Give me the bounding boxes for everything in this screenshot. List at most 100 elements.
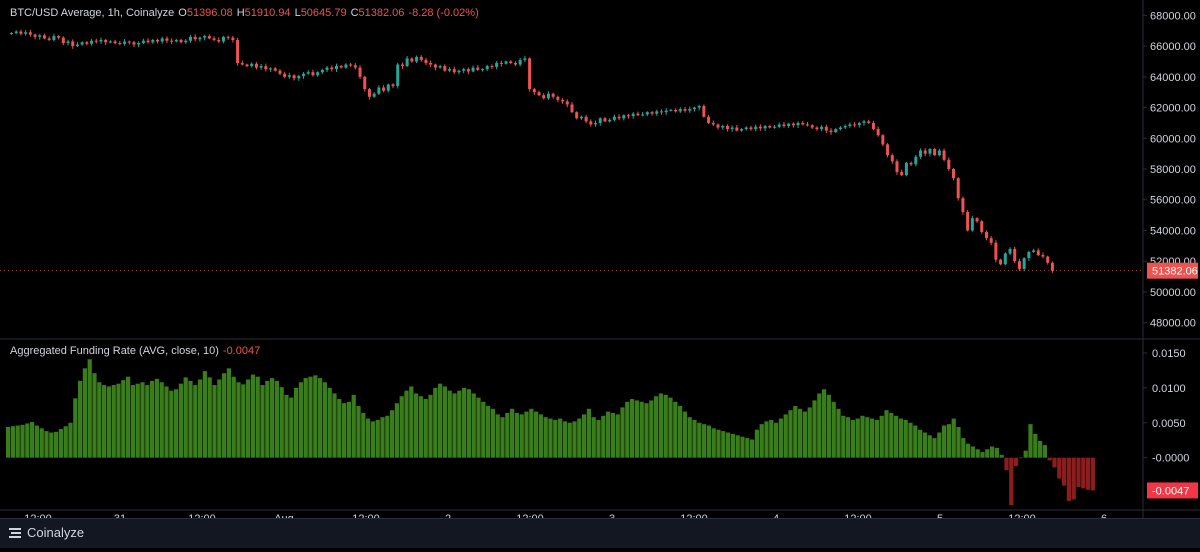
- candle-body: [980, 221, 984, 232]
- funding-bar: [874, 419, 879, 458]
- candle-body: [1017, 261, 1021, 269]
- funding-bar: [615, 414, 620, 458]
- funding-bar: [644, 403, 649, 458]
- candle-body: [38, 35, 42, 37]
- candle-body: [523, 58, 527, 60]
- coinalyze-logo-icon: [9, 527, 21, 538]
- candle-body: [933, 149, 937, 156]
- funding-bar: [927, 435, 932, 458]
- legend-close: 51382.06: [358, 7, 405, 19]
- price-tick-label: 50000.00: [1150, 287, 1196, 299]
- candle-body: [843, 125, 847, 128]
- funding-bar: [356, 406, 361, 458]
- brand[interactable]: Coinalyze: [8, 525, 84, 540]
- candle-body: [909, 162, 913, 165]
- candle-body: [1032, 250, 1036, 252]
- funding-bar: [649, 400, 654, 458]
- candle-body: [999, 259, 1003, 265]
- candle-body: [561, 99, 565, 102]
- funding-bar: [735, 435, 740, 458]
- funding-bar: [265, 380, 270, 458]
- price-tick-label: 62000.00: [1150, 103, 1196, 115]
- funding-bar: [802, 411, 807, 458]
- legend-low: 50645.79: [300, 7, 347, 19]
- candle-body: [881, 135, 885, 145]
- candle-body: [622, 115, 626, 119]
- candle-body: [834, 129, 838, 133]
- candle-body: [871, 122, 875, 130]
- candle-body: [476, 67, 480, 70]
- funding-bar: [894, 415, 899, 458]
- candle-body: [570, 104, 574, 113]
- candle-body: [52, 36, 56, 40]
- candle-body: [1046, 256, 1050, 263]
- funding-bar: [846, 417, 851, 458]
- funding-bar: [918, 429, 923, 458]
- funding-bar: [322, 382, 327, 458]
- candle-body: [683, 109, 687, 111]
- funding-bar: [510, 408, 515, 458]
- funding-bar: [889, 412, 894, 458]
- candle-body: [895, 161, 899, 173]
- candle-body: [923, 150, 927, 154]
- candle-body: [179, 39, 183, 43]
- funding-bar: [1004, 457, 1009, 471]
- candle-body: [504, 61, 508, 64]
- candle-body: [820, 126, 824, 130]
- funding-bar: [414, 393, 419, 458]
- funding-bar: [217, 379, 222, 458]
- funding-bar: [937, 432, 942, 458]
- funding-bar: [759, 424, 764, 458]
- candle-body: [984, 231, 988, 239]
- funding-bar: [711, 428, 716, 458]
- funding-bar: [462, 387, 467, 458]
- candle-body: [264, 66, 268, 70]
- candle-body: [688, 109, 692, 111]
- funding-last-label: -0.0047: [1152, 485, 1189, 497]
- funding-bar: [418, 396, 423, 458]
- candle-body: [226, 36, 230, 38]
- candle-body: [509, 61, 513, 63]
- candle-body: [1022, 258, 1026, 269]
- funding-value: -0.0047: [222, 345, 261, 357]
- candle-body: [57, 36, 61, 38]
- candle-body: [678, 109, 682, 112]
- funding-bar: [961, 438, 966, 458]
- funding-last-badge: [1147, 482, 1198, 499]
- candle-body: [61, 37, 65, 44]
- candle-body: [287, 75, 291, 77]
- funding-bar: [745, 438, 750, 458]
- funding-bar: [236, 382, 241, 458]
- price-tick-label: 56000.00: [1150, 195, 1196, 207]
- funding-bar: [970, 446, 975, 458]
- funding-bar: [697, 422, 702, 458]
- funding-bar: [313, 375, 318, 458]
- legend-high: 51910.94: [244, 7, 291, 19]
- funding-bar: [932, 438, 937, 458]
- candle-body: [956, 178, 960, 199]
- funding-bar: [423, 399, 428, 458]
- candle-body: [269, 68, 273, 70]
- funding-bar: [591, 417, 596, 458]
- candle-body: [528, 58, 532, 90]
- candle-body: [156, 39, 160, 42]
- brand-name: Coinalyze: [27, 525, 85, 540]
- funding-bar: [1052, 457, 1057, 468]
- price-tick-label: 60000.00: [1150, 133, 1196, 145]
- candle-body: [85, 42, 89, 44]
- funding-bar: [562, 421, 567, 458]
- candle-body: [589, 121, 593, 125]
- funding-tick-label: 0.0050: [1152, 418, 1186, 430]
- candle-body: [744, 127, 748, 130]
- funding-bar: [447, 390, 452, 458]
- candle-body: [1008, 248, 1012, 254]
- funding-bar: [44, 431, 49, 458]
- funding-bar: [817, 393, 822, 458]
- candle-body: [942, 150, 946, 160]
- funding-bar: [884, 410, 889, 458]
- funding-bar: [246, 379, 251, 458]
- candle-body: [763, 125, 767, 129]
- funding-bar: [140, 382, 145, 458]
